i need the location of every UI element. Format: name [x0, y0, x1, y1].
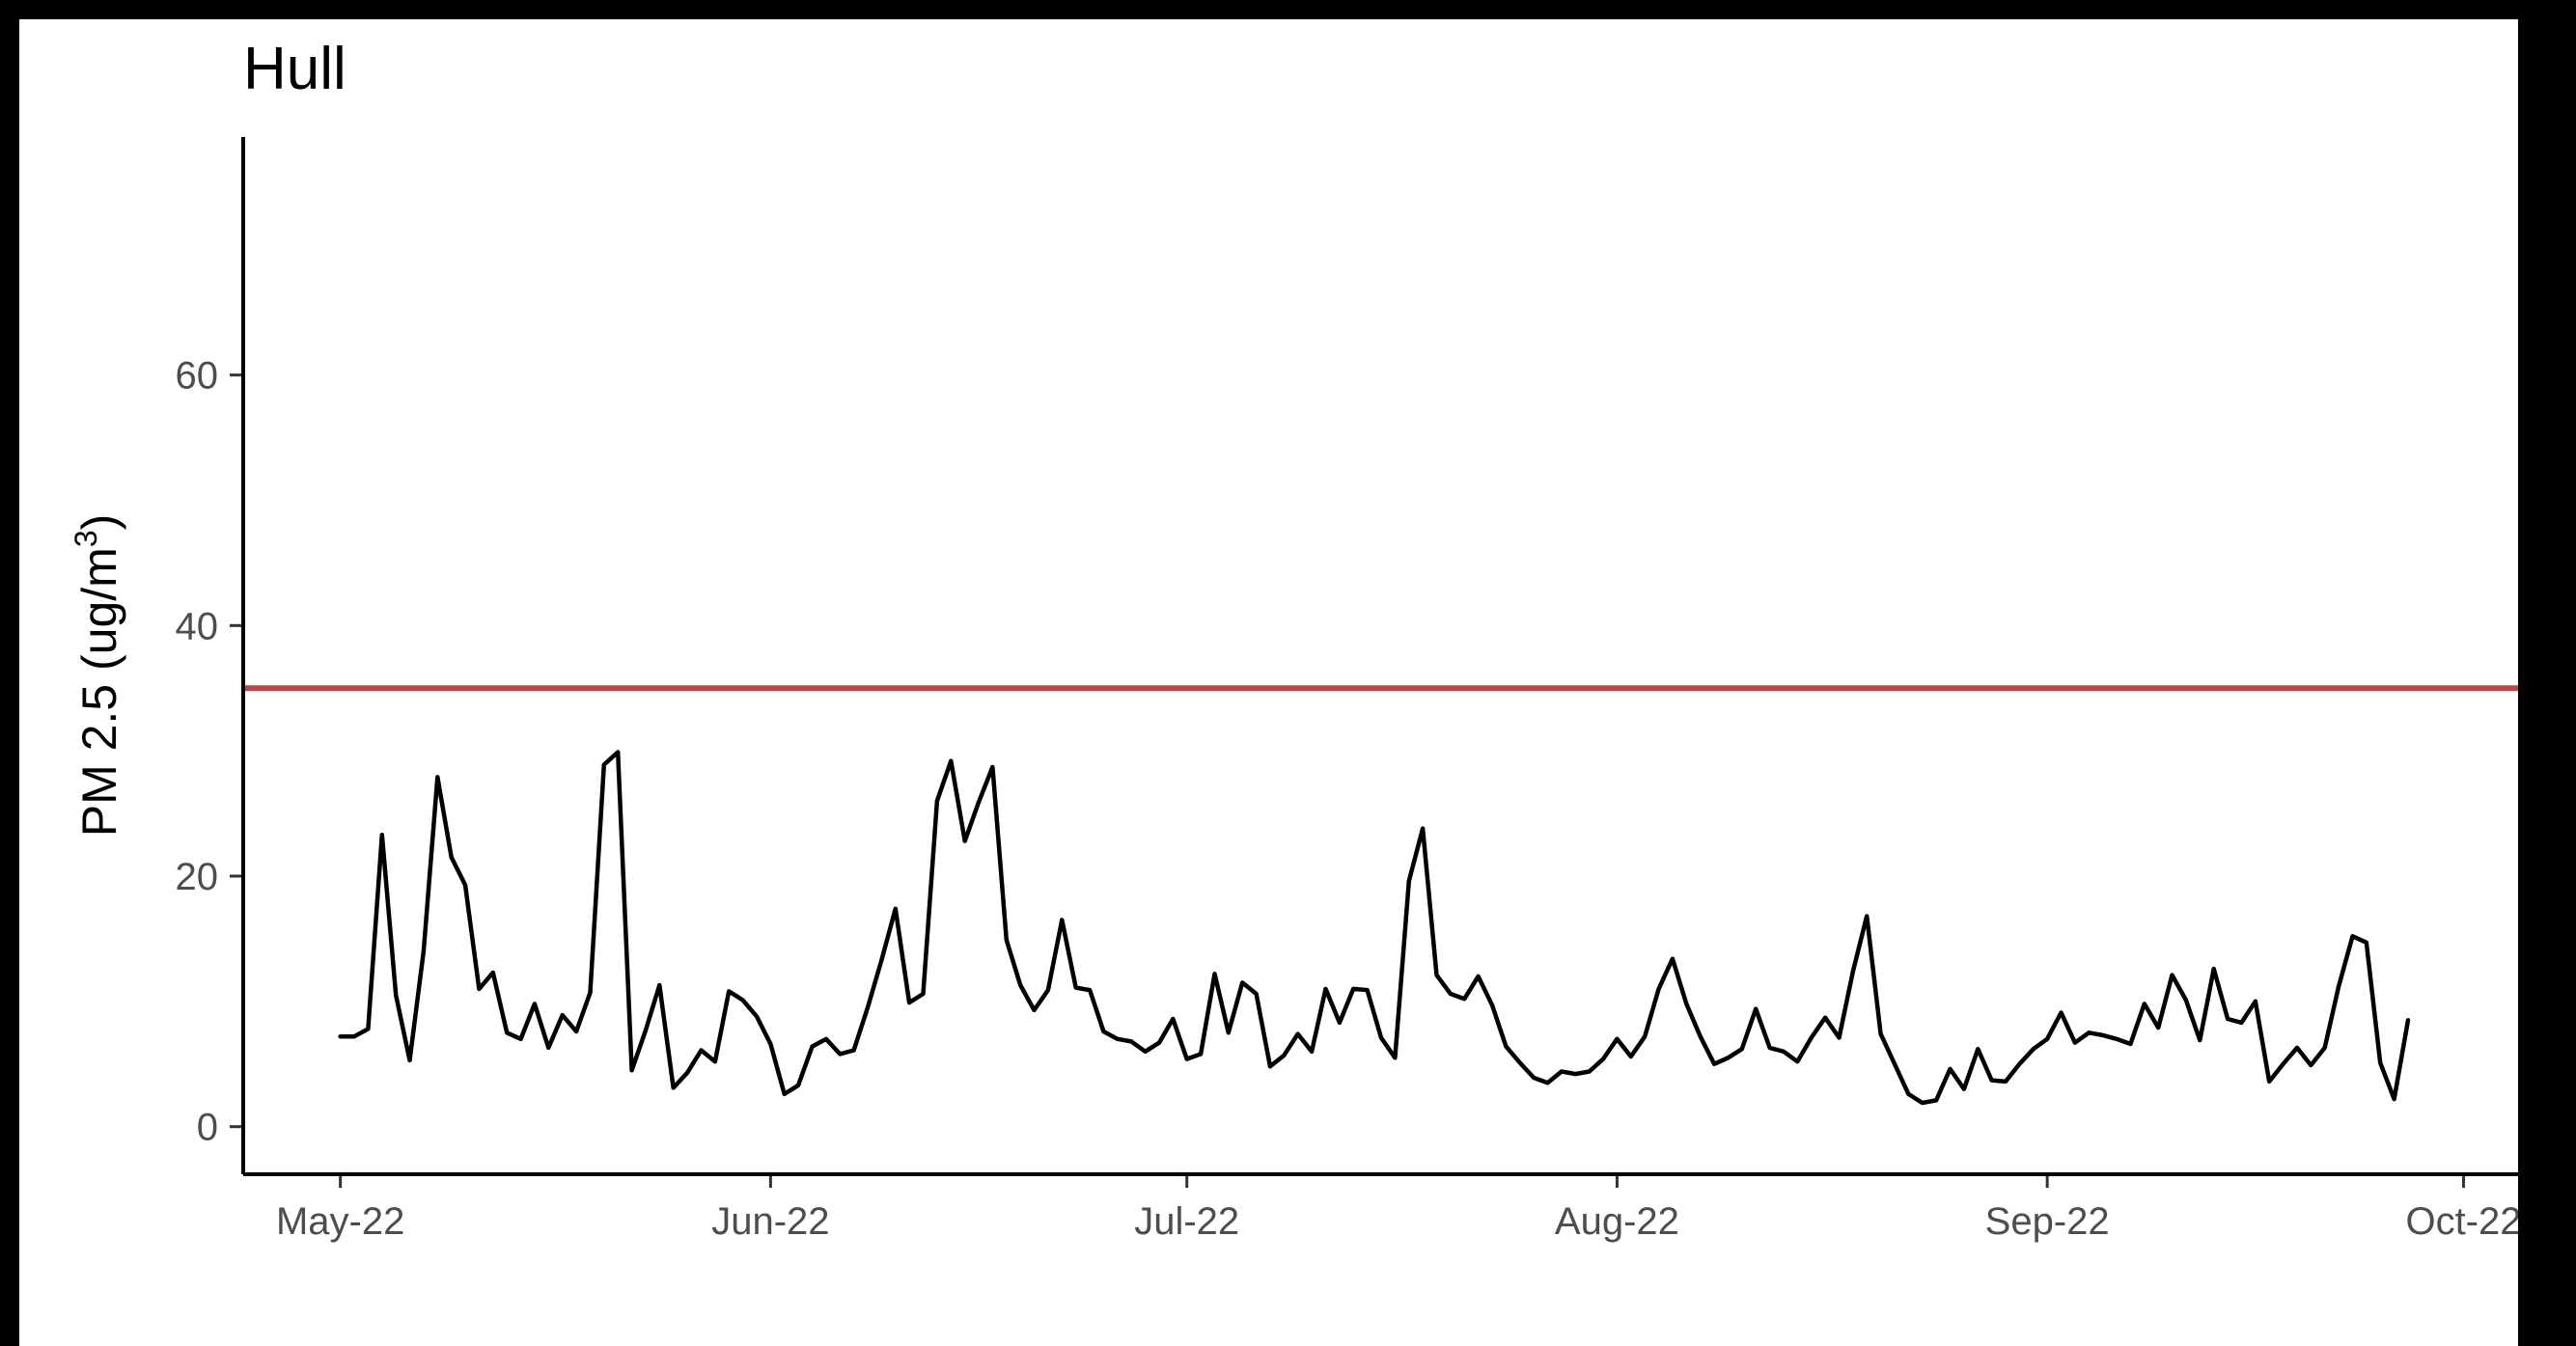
- y-tick-label: 0: [197, 1107, 218, 1149]
- y-axis-ticks: 0 20 40 60: [176, 355, 243, 1149]
- x-tick-label: Sep-22: [1985, 1200, 2110, 1243]
- y-axis-title-close: ): [72, 514, 126, 531]
- x-axis-ticks: May-22 Jun-22 Jul-22 Aug-22 Sep-22 Oct-22: [276, 1174, 2518, 1243]
- x-tick-label: Jun-22: [711, 1200, 829, 1243]
- x-tick-label: May-22: [276, 1200, 404, 1243]
- y-tick-label: 60: [176, 355, 219, 398]
- y-tick-label: 40: [176, 605, 219, 647]
- y-tick-label: 20: [176, 856, 219, 898]
- y-axis-title: PM 2.5 (ug/m3): [69, 514, 126, 838]
- chart-title: Hull: [243, 36, 346, 102]
- x-tick-label: Oct-22: [2405, 1200, 2518, 1243]
- pm25-line-chart: Hull 0 20 40 60 May-22 Jun-22 Jul-22 Aug-22 Sep…: [69, 36, 2518, 1243]
- y-axis-title-superscript: 3: [69, 530, 103, 547]
- x-tick-label: Aug-22: [1555, 1200, 1679, 1243]
- chart-panel: Hull 0 20 40 60 May-22 Jun-22 Jul-22 Aug-22 Sep…: [19, 19, 2518, 1346]
- pm25-series-line: [338, 750, 2411, 1106]
- x-tick-label: Jul-22: [1134, 1200, 1239, 1243]
